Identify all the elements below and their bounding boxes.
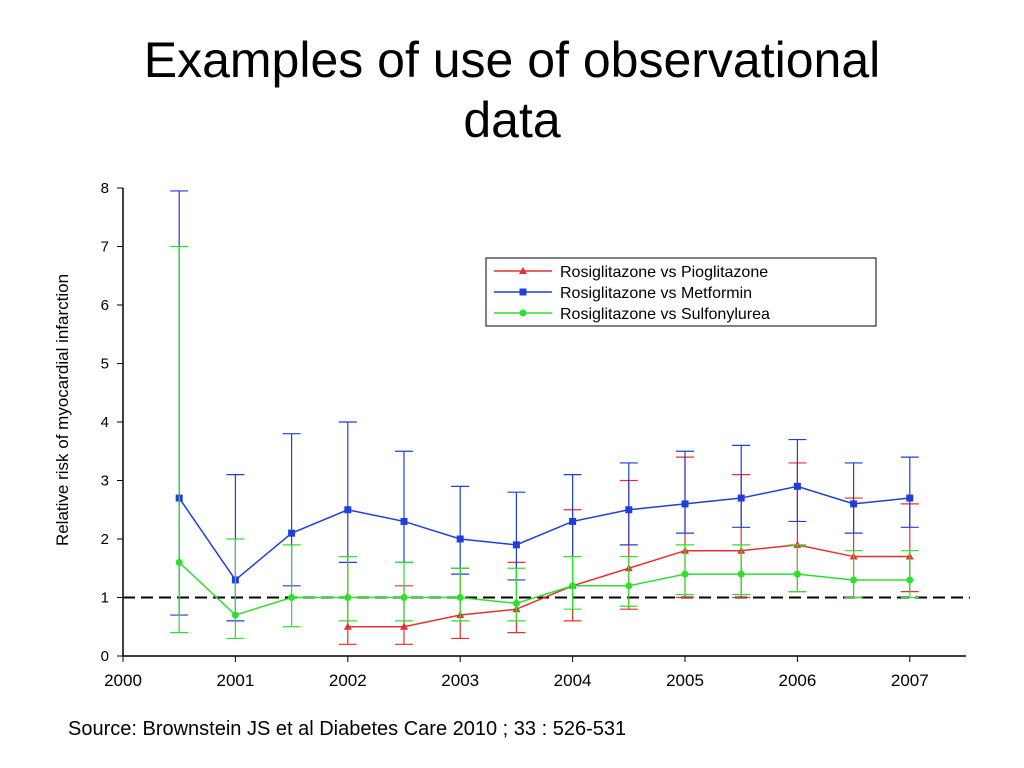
slide-title: Examples of use of observational data [0,30,1024,150]
x-tick-label: 2004 [554,671,592,690]
data-point [519,309,527,317]
y-tick-label: 0 [101,648,109,665]
legend-label: Rosiglitazone vs Metformin [560,285,752,302]
title-line-1: Examples of use of observational [143,32,881,88]
data-point [400,517,408,525]
data-point [793,482,801,490]
data-point [681,500,689,508]
data-point [519,288,527,296]
legend-label: Rosiglitazone vs Pioglitazone [560,264,768,281]
source-note: Source: Brownstein JS et al Diabetes Car… [68,718,627,740]
data-point [343,622,352,630]
y-tick-label: 7 [101,239,109,256]
data-point [625,506,633,514]
data-point [737,570,745,578]
y-tick-label: 5 [101,356,109,373]
x-tick-label: 2005 [666,671,704,690]
data-point [456,594,464,601]
y-tick-label: 2 [101,531,109,548]
title-line-2: data [463,92,561,148]
x-tick-label: 2002 [329,671,367,690]
x-tick-label: 2007 [891,671,929,690]
y-tick-label: 3 [101,473,109,490]
x-tick-label: 2003 [441,671,479,690]
data-point [569,517,577,525]
data-point [737,494,745,502]
chart-legend: Rosiglitazone vs Pioglitazone Rosiglitazo… [485,257,877,327]
data-point [850,576,858,584]
data-point [681,570,689,578]
data-point [288,529,296,537]
y-tick-label: 6 [101,297,109,314]
series-2 [170,245,919,640]
series-line [178,561,910,616]
data-point [519,267,527,274]
series-1 [170,190,919,622]
data-point [850,500,858,508]
data-point [512,541,520,549]
data-point [175,558,183,566]
data-point [400,594,408,601]
legend-label: Rosiglitazone vs Sulfonylurea [560,306,770,323]
data-point [456,535,464,543]
x-tick-label: 2000 [104,671,142,690]
data-point [231,611,239,619]
data-point [569,582,577,590]
y-tick-label: 1 [101,590,109,607]
y-axis-label: Relative risk of myocardial infarction [53,274,72,546]
x-tick-label: 2006 [778,671,816,690]
y-tick-label: 8 [101,180,109,197]
data-point [906,576,914,584]
series-line [178,485,910,582]
data-point [344,594,352,601]
chart-series [170,190,919,645]
data-point [512,599,520,607]
chart-axes: 0 1 2 3 4 5 6 7 8 2000 2001 2002 2003 2004 2005 2006 200… [101,180,966,690]
data-point [344,506,352,514]
y-tick-label: 4 [101,414,109,431]
data-point [793,570,801,578]
data-point [288,594,296,601]
data-point [400,622,408,630]
data-point [625,582,633,590]
x-tick-label: 2001 [216,671,254,690]
data-point [906,494,914,502]
